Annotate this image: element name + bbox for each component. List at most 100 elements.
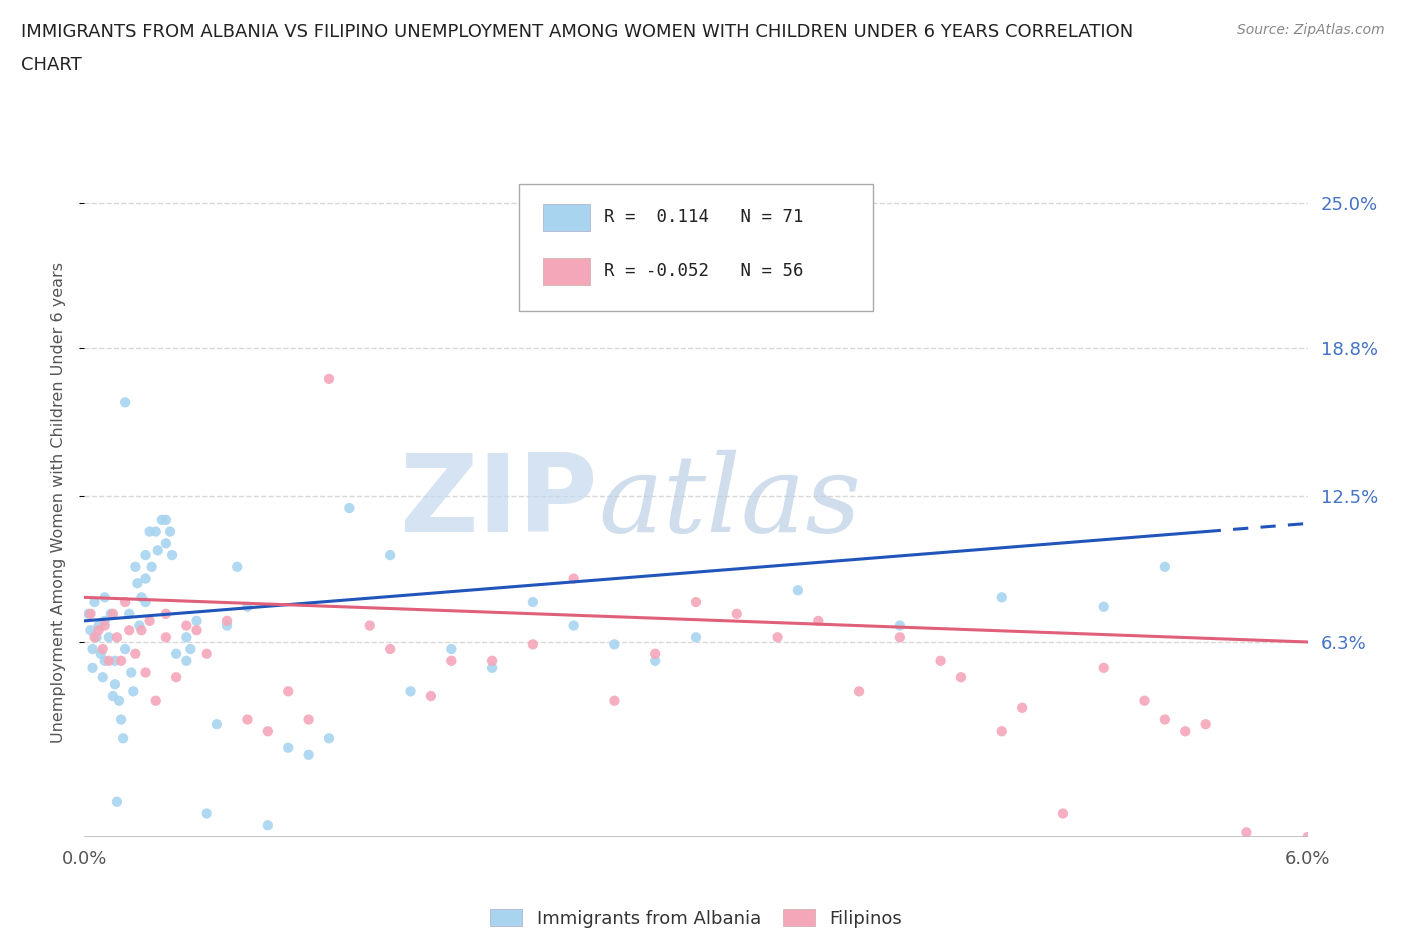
- Point: [205, 717, 228, 732]
- Point: [848, 684, 870, 698]
- Point: [522, 637, 544, 652]
- Point: [186, 623, 208, 638]
- Point: [112, 731, 135, 746]
- FancyBboxPatch shape: [543, 205, 589, 231]
- Point: [359, 618, 381, 633]
- Point: [135, 665, 157, 680]
- Point: [127, 576, 149, 591]
- Point: [114, 395, 136, 410]
- Point: [889, 618, 911, 633]
- Point: [145, 525, 167, 539]
- Point: [1256, 834, 1278, 849]
- Point: [603, 637, 626, 652]
- Text: IMMIGRANTS FROM ALBANIA VS FILIPINO UNEMPLOYMENT AMONG WOMEN WITH CHILDREN UNDER: IMMIGRANTS FROM ALBANIA VS FILIPINO UNEM…: [21, 23, 1133, 41]
- Point: [298, 748, 321, 763]
- Legend: Immigrants from Albania, Filipinos: Immigrants from Albania, Filipinos: [482, 902, 910, 930]
- Point: [440, 654, 463, 669]
- Point: [186, 614, 208, 629]
- Point: [124, 646, 146, 661]
- Point: [93, 618, 117, 633]
- Point: [1092, 599, 1115, 614]
- Point: [399, 684, 422, 698]
- Point: [1154, 712, 1177, 727]
- Point: [93, 614, 117, 629]
- Text: R =  0.114   N = 71: R = 0.114 N = 71: [605, 208, 804, 226]
- Point: [644, 654, 666, 669]
- Point: [685, 594, 707, 609]
- Point: [226, 559, 249, 574]
- Point: [179, 642, 201, 657]
- Point: [120, 665, 142, 680]
- Point: [118, 606, 141, 621]
- Point: [135, 571, 157, 586]
- Point: [644, 646, 666, 661]
- Point: [114, 642, 136, 657]
- Point: [86, 630, 108, 644]
- Point: [79, 606, 101, 621]
- Point: [603, 693, 626, 708]
- Point: [766, 630, 789, 644]
- Point: [725, 606, 748, 621]
- Point: [118, 623, 141, 638]
- Point: [685, 630, 707, 644]
- Text: Source: ZipAtlas.com: Source: ZipAtlas.com: [1237, 23, 1385, 37]
- Point: [339, 500, 361, 515]
- Y-axis label: Unemployment Among Women with Children Under 6 years: Unemployment Among Women with Children U…: [51, 261, 66, 743]
- Point: [298, 712, 321, 727]
- Point: [128, 618, 150, 633]
- Point: [105, 794, 128, 809]
- Point: [257, 724, 280, 738]
- Point: [1154, 559, 1177, 574]
- Point: [131, 590, 153, 604]
- Point: [141, 559, 163, 574]
- Point: [236, 599, 259, 614]
- Point: [131, 623, 153, 638]
- Point: [122, 684, 145, 698]
- Point: [380, 548, 402, 563]
- Point: [1011, 700, 1033, 715]
- Point: [1052, 806, 1074, 821]
- Point: [146, 543, 169, 558]
- Point: [522, 594, 544, 609]
- Point: [83, 630, 105, 644]
- Point: [90, 646, 112, 661]
- Point: [135, 548, 157, 563]
- Point: [138, 525, 160, 539]
- Point: [100, 606, 122, 621]
- Point: [440, 642, 463, 657]
- Point: [110, 654, 132, 669]
- Point: [97, 630, 120, 644]
- Point: [160, 548, 183, 563]
- Point: [93, 654, 117, 669]
- Point: [87, 618, 110, 633]
- Point: [277, 740, 299, 755]
- Point: [93, 590, 117, 604]
- Point: [108, 693, 131, 708]
- Point: [165, 646, 187, 661]
- Text: R = -0.052   N = 56: R = -0.052 N = 56: [605, 261, 804, 280]
- Point: [77, 606, 100, 621]
- Point: [176, 630, 198, 644]
- Text: ZIP: ZIP: [399, 449, 598, 555]
- Point: [562, 571, 585, 586]
- Point: [991, 590, 1014, 604]
- Point: [110, 712, 132, 727]
- Point: [83, 594, 105, 609]
- Point: [195, 806, 218, 821]
- Point: [91, 670, 114, 684]
- Point: [787, 583, 810, 598]
- Point: [104, 677, 127, 692]
- Point: [135, 594, 157, 609]
- Point: [277, 684, 299, 698]
- Point: [420, 688, 443, 703]
- Point: [138, 614, 160, 629]
- Point: [562, 618, 585, 633]
- Point: [159, 525, 181, 539]
- Point: [155, 512, 177, 527]
- Point: [105, 630, 128, 644]
- Point: [236, 712, 259, 727]
- FancyBboxPatch shape: [519, 184, 873, 312]
- Point: [1296, 830, 1319, 844]
- Point: [1236, 825, 1258, 840]
- Point: [124, 559, 146, 574]
